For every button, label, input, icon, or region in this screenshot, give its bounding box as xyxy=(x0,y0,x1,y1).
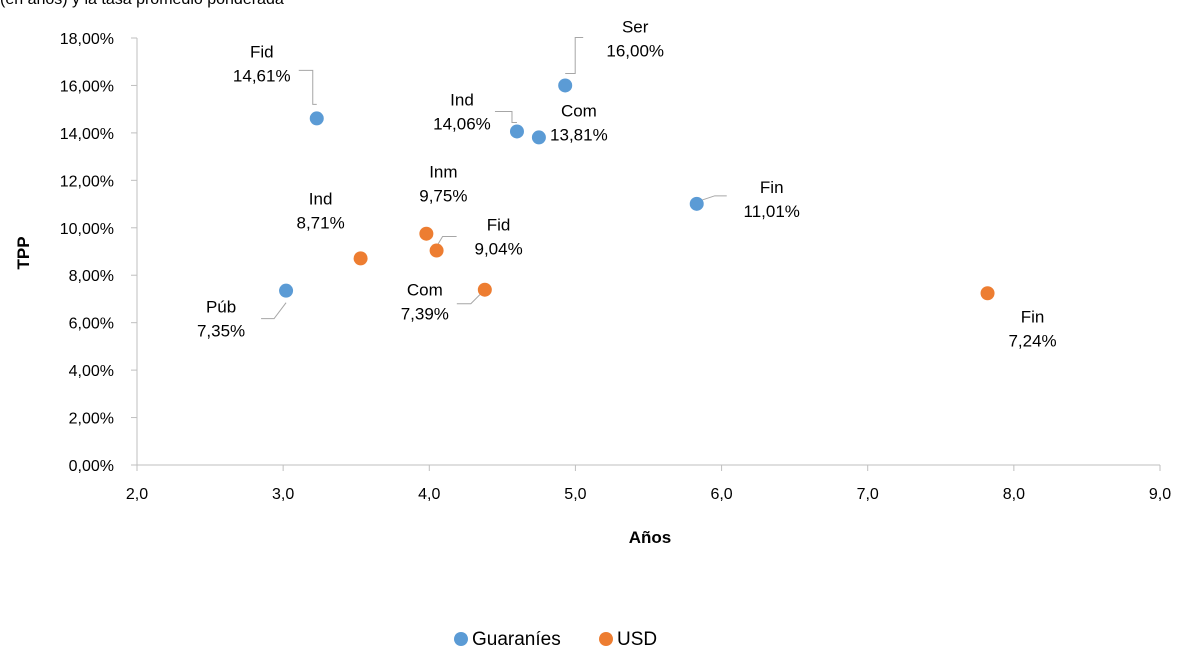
y-axis-title: TPP xyxy=(14,236,33,269)
leader-lines xyxy=(261,36,727,320)
x-tick-label: 4,0 xyxy=(418,486,440,503)
leader-line xyxy=(298,69,317,105)
x-axis-title: Años xyxy=(629,528,672,547)
data-label-name: Ind xyxy=(309,189,333,208)
y-tick-label: 14,00% xyxy=(60,126,114,143)
legend-marker-usd xyxy=(599,632,613,646)
y-tick-label: 6,00% xyxy=(69,316,114,333)
x-tick-label: 6,0 xyxy=(710,486,732,503)
leader-line xyxy=(261,302,287,320)
x-tick-label: 8,0 xyxy=(1003,486,1025,503)
point-guaranies xyxy=(558,78,573,93)
data-labels: Fid 14,61% Ind 14,06% Com 13,81% Ser 16,00% Fin 1… xyxy=(197,17,1057,350)
y-tick-label: 2,00% xyxy=(69,411,114,428)
y-tick-label: 18,00% xyxy=(60,31,114,48)
data-label-value: 16,00% xyxy=(606,41,664,60)
data-label-name: Com xyxy=(407,281,443,300)
data-label-value: 14,61% xyxy=(233,66,291,85)
legend-label: USD xyxy=(617,629,657,650)
data-label-name: Fid xyxy=(250,42,274,61)
point-usd xyxy=(429,243,444,258)
point-usd xyxy=(353,251,368,266)
data-label-value: 8,71% xyxy=(296,213,344,232)
data-label-name: Com xyxy=(561,101,597,120)
data-label-value: 14,06% xyxy=(433,114,491,133)
leader-line xyxy=(696,195,727,203)
y-tick-label: 4,00% xyxy=(69,363,114,380)
data-label-value: 9,75% xyxy=(419,187,467,206)
x-tick-label: 5,0 xyxy=(564,486,586,503)
point-guaranies xyxy=(279,283,294,298)
axes: 0,00% 2,00% 4,00% 6,00% 8,00% 10,00% 12,00% 14,… xyxy=(60,31,1171,503)
y-tick-label: 12,00% xyxy=(60,173,114,190)
x-tick-label: 7,0 xyxy=(857,486,879,503)
point-guaranies xyxy=(309,111,324,126)
legend-marker-guaranies xyxy=(454,632,468,646)
point-guaranies xyxy=(689,196,704,211)
data-label-value: 7,35% xyxy=(197,322,245,341)
legend: Guaraníes USD xyxy=(454,629,657,650)
data-label-name: Ind xyxy=(450,90,474,109)
y-tick-label: 8,00% xyxy=(69,268,114,285)
data-label-name: Fin xyxy=(1021,307,1045,326)
data-label-value: 7,24% xyxy=(1008,331,1056,350)
legend-label: Guaraníes xyxy=(472,629,561,650)
data-label-name: Fin xyxy=(760,178,784,197)
data-label-value: 9,04% xyxy=(474,240,522,259)
point-guaranies xyxy=(531,130,546,145)
x-tick-label: 3,0 xyxy=(272,486,294,503)
y-tick-label: 0,00% xyxy=(69,458,114,475)
leader-line xyxy=(494,110,517,123)
point-usd xyxy=(980,286,995,301)
data-label-name: Púb xyxy=(206,298,236,317)
x-tick-label: 9,0 xyxy=(1149,486,1171,503)
leader-line xyxy=(436,236,457,247)
data-label-name: Ser xyxy=(622,17,649,36)
clipped-caption: (en años) y la tasa promedio ponderada xyxy=(0,0,284,9)
data-points xyxy=(279,78,995,301)
data-label-value: 13,81% xyxy=(550,125,608,144)
data-label-name: Inm xyxy=(429,163,457,182)
x-tick-label: 2,0 xyxy=(126,486,148,503)
point-usd xyxy=(419,226,434,241)
data-label-value: 11,01% xyxy=(744,202,800,221)
y-tick-label: 16,00% xyxy=(60,78,114,95)
data-label-name: Fid xyxy=(487,216,511,235)
data-label-value: 7,39% xyxy=(401,305,449,324)
point-usd xyxy=(477,282,492,297)
y-tick-label: 10,00% xyxy=(60,221,114,238)
point-guaranies xyxy=(509,124,524,139)
leader-line xyxy=(565,36,584,74)
